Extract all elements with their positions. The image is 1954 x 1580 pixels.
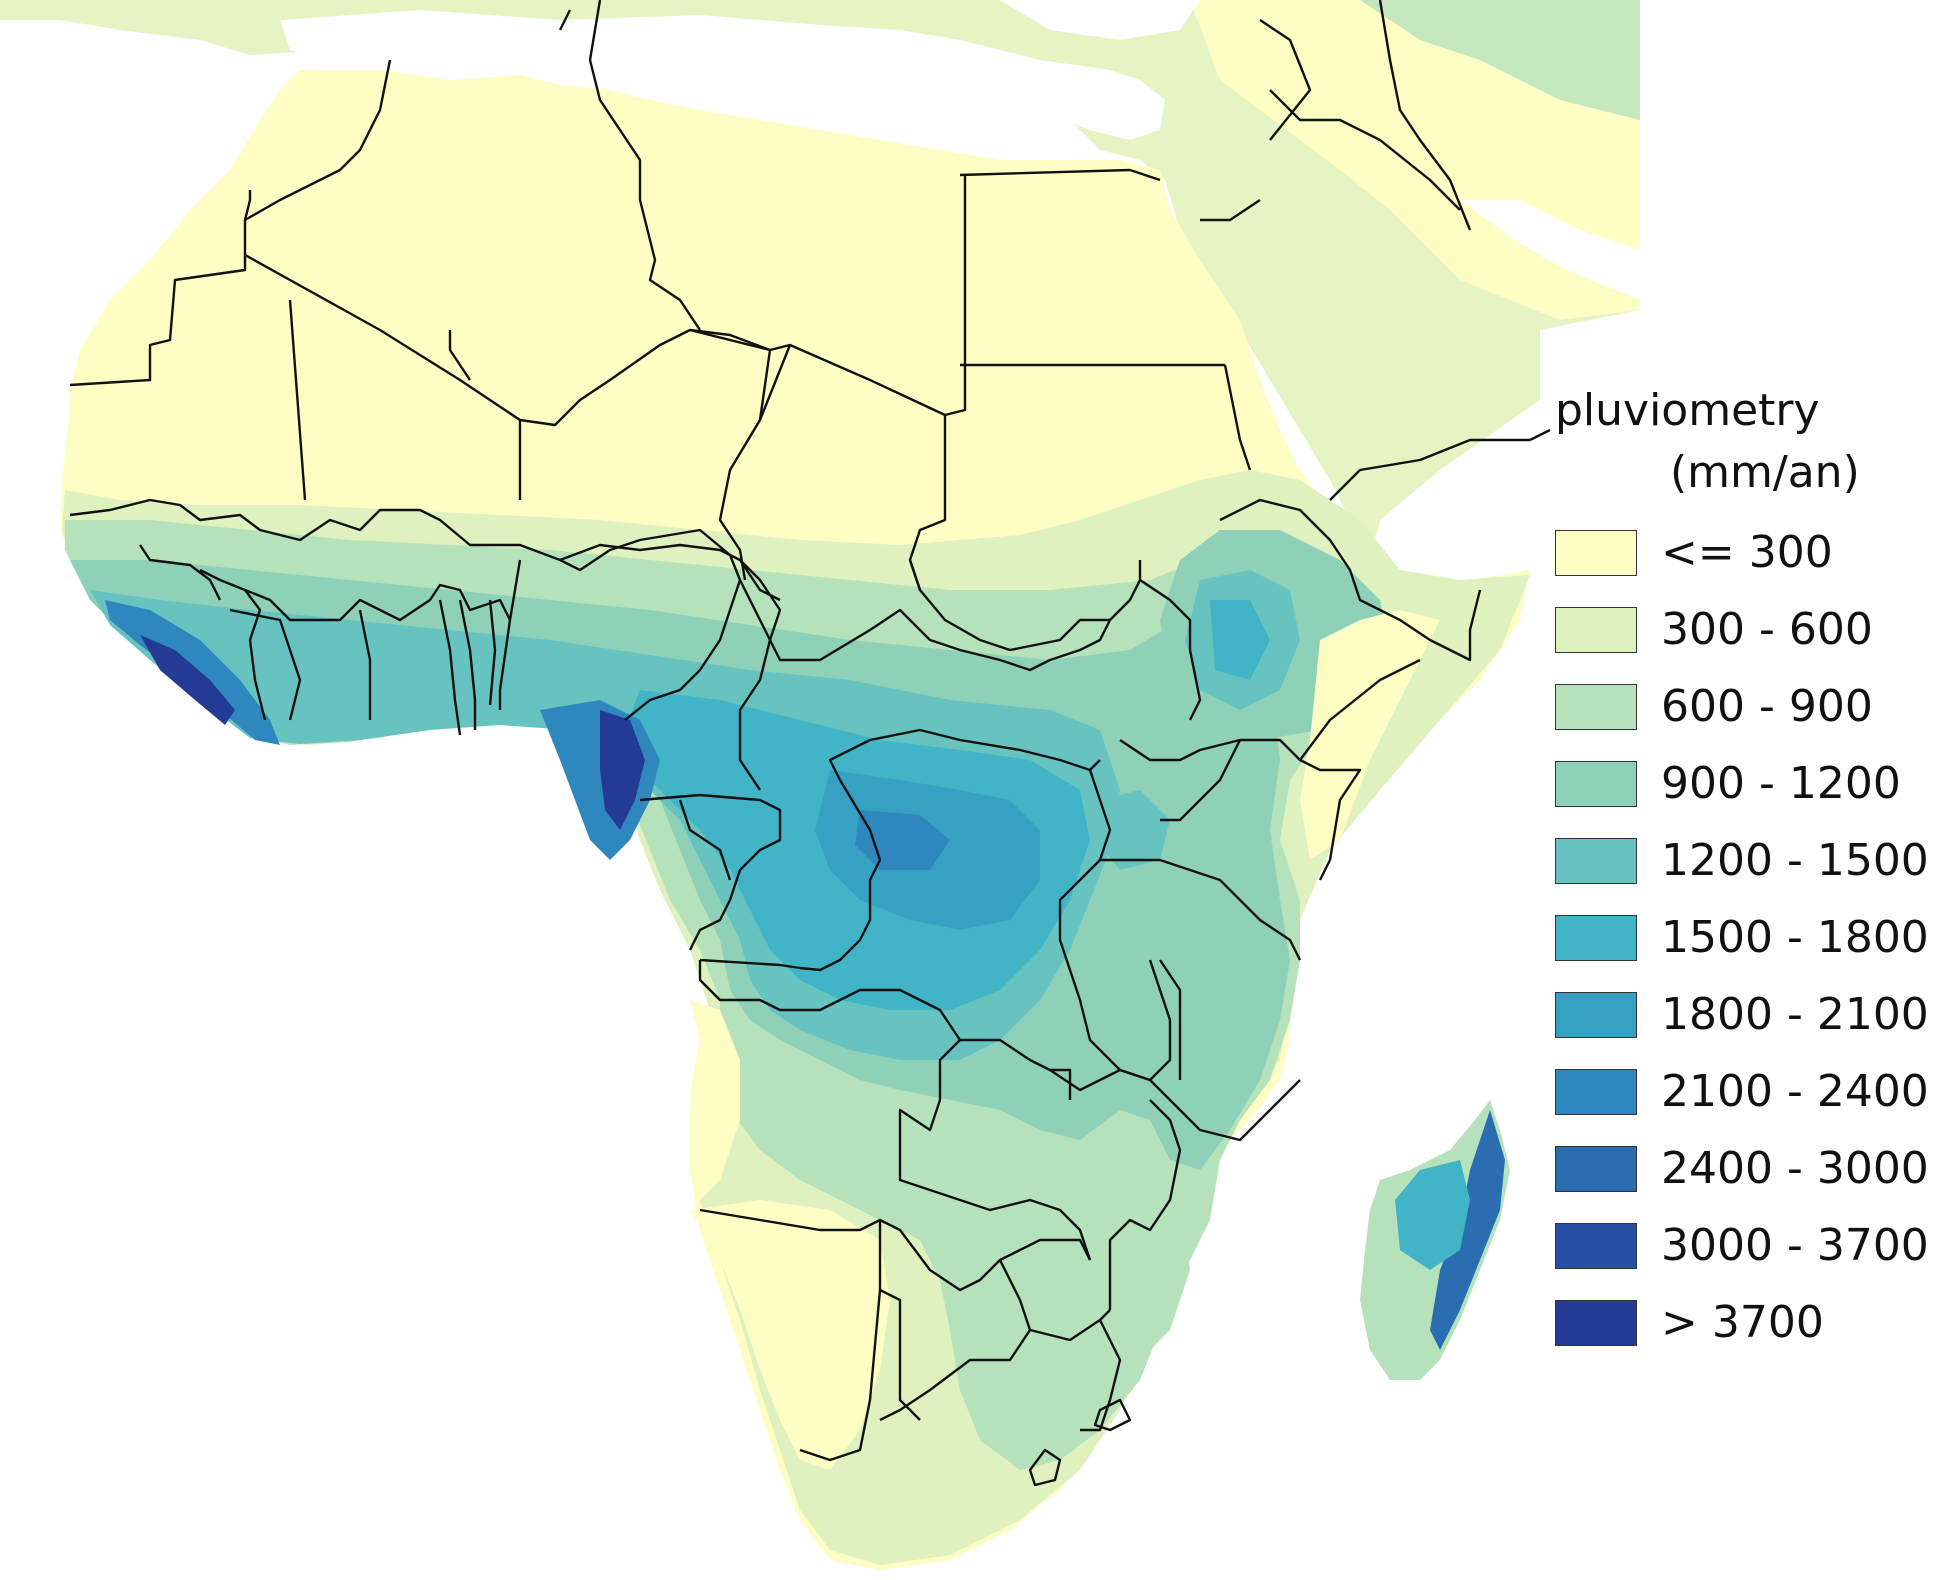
legend-label: > 3700 <box>1661 1297 1824 1348</box>
legend-item: 600 - 900 <box>1555 668 1945 745</box>
legend-title: pluviometry <box>1555 385 1820 436</box>
legend-swatch <box>1555 1299 1637 1346</box>
legend-swatch <box>1555 1145 1637 1192</box>
legend-swatch <box>1555 529 1637 576</box>
legend-swatch <box>1555 683 1637 730</box>
legend-label: 300 - 600 <box>1661 604 1873 655</box>
legend-item: <= 300 <box>1555 514 1945 591</box>
legend-swatch <box>1555 991 1637 1038</box>
legend-item: 1200 - 1500 <box>1555 822 1945 899</box>
legend-items: <= 300 300 - 600 600 - 900 900 - 1200 1200 -… <box>1555 514 1945 1361</box>
legend-swatch <box>1555 760 1637 807</box>
legend-label: 2100 - 2400 <box>1661 1066 1929 1117</box>
legend-swatch <box>1555 1222 1637 1269</box>
legend-label: 1500 - 1800 <box>1661 912 1929 963</box>
legend-item: 2400 - 3000 <box>1555 1130 1945 1207</box>
legend-item: 1800 - 2100 <box>1555 976 1945 1053</box>
legend-label: 1200 - 1500 <box>1661 835 1929 886</box>
legend-label: <= 300 <box>1661 527 1833 578</box>
legend-item: 2100 - 2400 <box>1555 1053 1945 1130</box>
legend-label: 3000 - 3700 <box>1661 1220 1929 1271</box>
legend-item: 3000 - 3700 <box>1555 1207 1945 1284</box>
legend-swatch <box>1555 606 1637 653</box>
legend-item: 900 - 1200 <box>1555 745 1945 822</box>
africa-land <box>60 70 1530 1570</box>
legend-label: 2400 - 3000 <box>1661 1143 1929 1194</box>
legend-label: 1800 - 2100 <box>1661 989 1929 1040</box>
legend-swatch <box>1555 837 1637 884</box>
country-borders <box>69 0 1551 1487</box>
map-legend: pluviometry (mm/an) <= 300 300 - 600 600 -… <box>1555 380 1945 1361</box>
legend-item: > 3700 <box>1555 1284 1945 1361</box>
legend-label: 600 - 900 <box>1661 681 1873 732</box>
legend-swatch <box>1555 914 1637 961</box>
legend-item: 1500 - 1800 <box>1555 899 1945 976</box>
legend-label: 900 - 1200 <box>1661 758 1901 809</box>
legend-swatch <box>1555 1068 1637 1115</box>
legend-item: 300 - 600 <box>1555 591 1945 668</box>
legend-subtitle: (mm/an) <box>1670 447 1860 498</box>
